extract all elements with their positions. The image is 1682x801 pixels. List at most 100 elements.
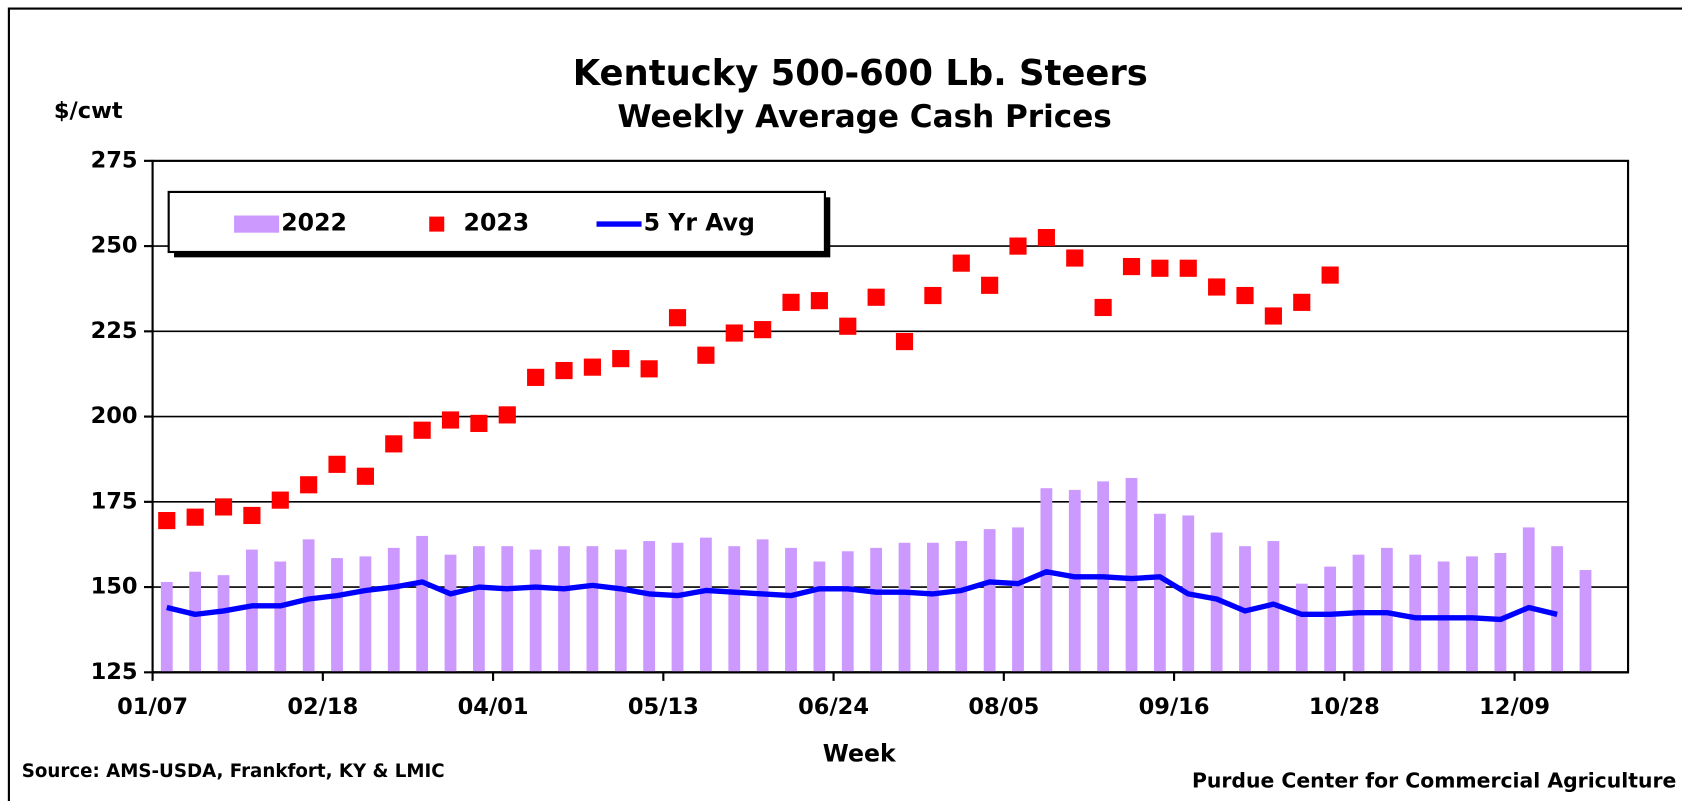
frame <box>7 7 1682 801</box>
point <box>271 491 289 509</box>
bar <box>1466 556 1478 673</box>
point <box>300 476 318 494</box>
bar <box>643 541 656 673</box>
y-tick-label: 150 <box>91 574 138 600</box>
bar <box>416 535 429 673</box>
bar <box>870 547 883 673</box>
bar <box>472 546 485 673</box>
point <box>1009 237 1027 255</box>
bar <box>785 547 797 673</box>
bar <box>756 539 769 673</box>
bar <box>1579 570 1592 673</box>
point <box>1293 293 1311 311</box>
point <box>214 498 233 516</box>
y-tick-label: 200 <box>91 403 138 429</box>
bar <box>1324 566 1337 673</box>
point <box>385 435 403 453</box>
bar <box>359 556 372 673</box>
legend-label: 5 Yr Avg <box>644 209 755 237</box>
bar <box>1409 554 1422 673</box>
bar <box>1125 477 1138 673</box>
y-tick-label: 250 <box>91 233 138 259</box>
point <box>697 346 715 364</box>
bar <box>671 542 684 673</box>
point <box>895 332 914 351</box>
point <box>782 293 800 311</box>
point <box>952 254 970 272</box>
point <box>1122 257 1141 276</box>
x-tick-label: 08/05 <box>968 694 1039 720</box>
bar <box>1494 552 1507 673</box>
point <box>1321 266 1339 284</box>
bar <box>1210 532 1223 673</box>
bar <box>1068 489 1081 673</box>
credit-note: Purdue Center for Commercial Agriculture <box>1192 769 1676 793</box>
bar <box>898 542 911 673</box>
point <box>867 288 885 306</box>
point <box>1037 228 1055 247</box>
point <box>186 508 204 526</box>
bar <box>841 551 854 673</box>
y-tick-label: 175 <box>91 488 138 514</box>
point <box>555 361 573 380</box>
bar <box>955 541 968 673</box>
bar <box>1551 546 1564 673</box>
legend-label: 2022 <box>281 209 347 237</box>
point <box>527 368 545 386</box>
bar <box>614 549 627 673</box>
point <box>356 467 374 485</box>
bar <box>501 546 514 673</box>
point <box>1179 259 1197 277</box>
bar <box>387 547 400 673</box>
x-tick-label: 02/18 <box>287 694 358 720</box>
y-axis-label: $/cwt <box>54 98 123 124</box>
x-tick-label: 01/07 <box>117 694 188 720</box>
point <box>1066 249 1084 267</box>
y-tick-label: 125 <box>91 659 138 685</box>
point <box>725 324 743 342</box>
point <box>243 506 261 525</box>
point <box>612 350 630 368</box>
source-note: Source: AMS-USDA, Frankfort, KY & LMIC <box>22 761 445 782</box>
bar <box>274 561 287 673</box>
bar <box>1040 488 1053 673</box>
bar <box>558 546 570 673</box>
point <box>839 317 857 335</box>
chart-title: Kentucky 500-600 Lb. Steers <box>573 53 1148 94</box>
y-tick-label: 275 <box>91 147 138 173</box>
bar <box>586 546 599 673</box>
point <box>470 414 488 432</box>
x-tick-label: 04/01 <box>458 694 529 720</box>
point <box>1264 307 1282 325</box>
point <box>158 512 176 530</box>
point <box>1236 286 1254 305</box>
point <box>668 309 687 327</box>
point <box>498 406 516 424</box>
x-tick-label: 10/28 <box>1309 694 1380 720</box>
bar <box>1295 583 1308 673</box>
x-tick-label: 09/16 <box>1139 694 1210 720</box>
x-tick-label: 06/24 <box>798 694 869 720</box>
bar <box>1153 513 1166 673</box>
bar <box>217 575 230 673</box>
bar <box>1522 527 1535 673</box>
bar <box>983 529 996 673</box>
bar <box>331 558 343 673</box>
point <box>1151 259 1169 277</box>
legend-label: 2023 <box>464 209 530 237</box>
line <box>166 569 1558 623</box>
bar <box>699 537 712 673</box>
bar <box>1012 527 1024 673</box>
point <box>583 358 601 376</box>
bar <box>728 546 741 673</box>
legend-swatch <box>234 215 280 233</box>
chart-subtitle: Weekly Average Cash Prices <box>617 99 1111 135</box>
bar <box>926 542 939 673</box>
point <box>810 292 828 310</box>
x-tick-label: 05/13 <box>628 694 699 720</box>
point <box>640 360 658 378</box>
bar <box>160 581 173 673</box>
point <box>1094 298 1112 317</box>
point <box>924 286 942 305</box>
